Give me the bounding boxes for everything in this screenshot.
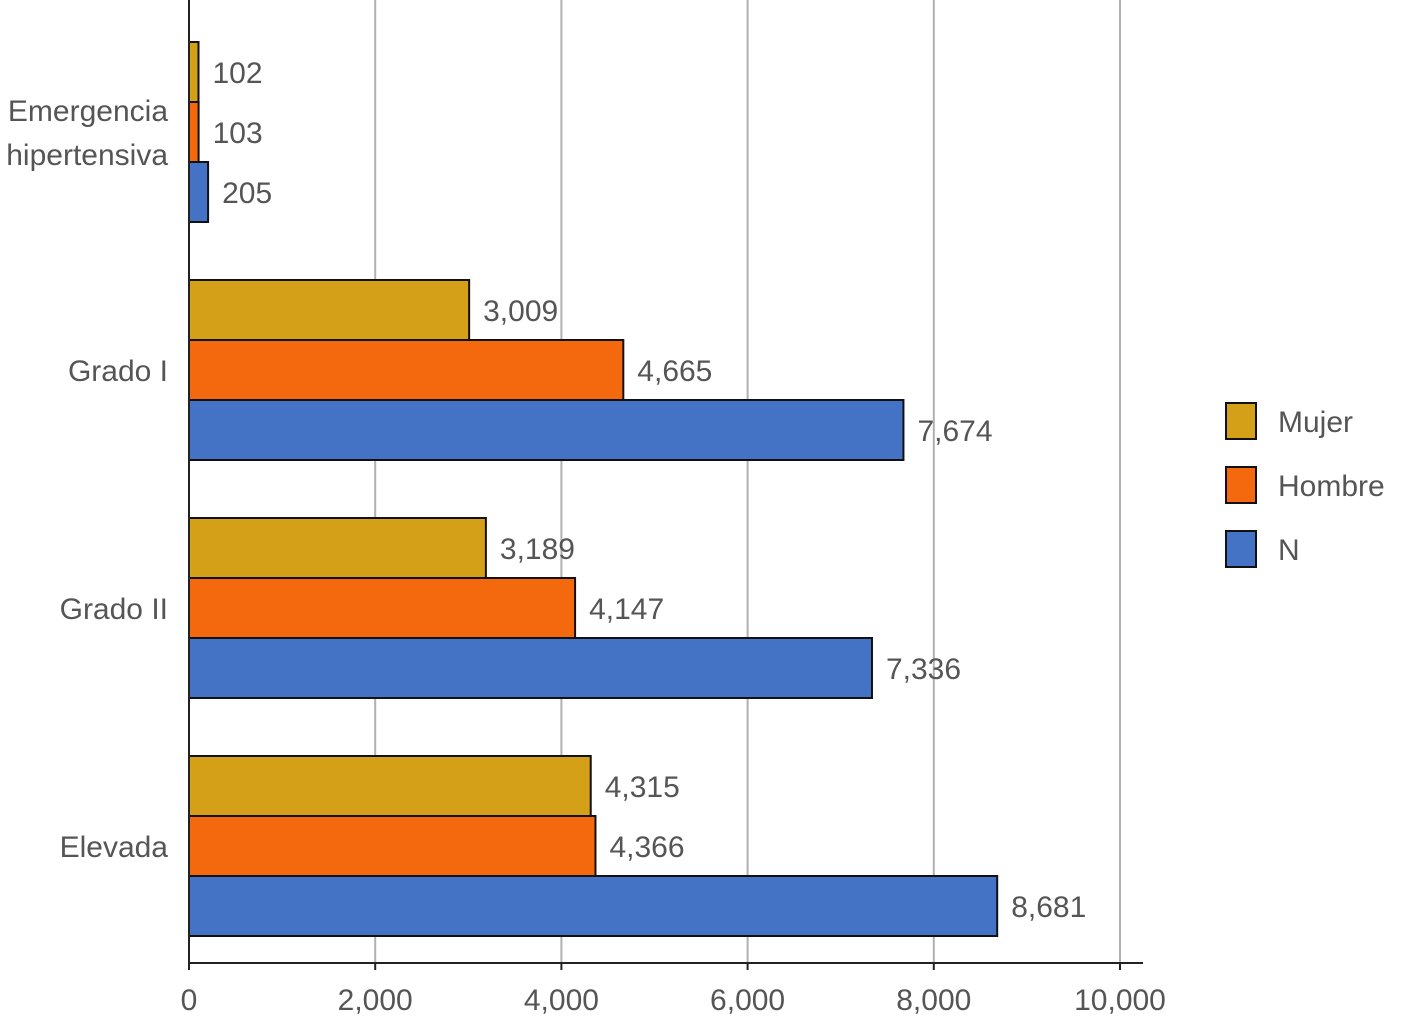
data-label: 3,009 [483, 295, 558, 328]
data-label: 4,147 [589, 593, 664, 626]
data-label: 4,665 [637, 355, 712, 388]
legend-label: N [1278, 534, 1300, 567]
x-tick-label: 4,000 [524, 984, 599, 1017]
data-label: 7,674 [917, 415, 992, 448]
x-tick-label: 10,000 [1074, 984, 1166, 1017]
data-label: 8,681 [1011, 891, 1086, 924]
data-label: 4,315 [605, 771, 680, 804]
data-label: 103 [213, 117, 263, 150]
data-label: 4,366 [609, 831, 684, 864]
bars [188, 41, 999, 937]
bar [188, 637, 873, 699]
bar [188, 577, 577, 639]
data-label: 7,336 [886, 653, 961, 686]
bar [188, 161, 210, 223]
bar [188, 101, 200, 163]
bar [188, 755, 592, 817]
x-tick-label: 8,000 [896, 984, 971, 1017]
x-tick-label: 0 [181, 984, 198, 1017]
x-tick-label: 6,000 [710, 984, 785, 1017]
category-label: Grado I [68, 355, 168, 388]
category-label: Emergencia [8, 95, 168, 128]
data-label: 3,189 [500, 533, 575, 566]
axes [188, 0, 1143, 970]
bar [188, 517, 487, 579]
bar [188, 875, 999, 937]
category-label: hipertensiva [6, 139, 168, 172]
bar [188, 339, 625, 401]
category-label: Grado II [60, 593, 168, 626]
bar [188, 815, 597, 877]
legend-label: Hombre [1278, 470, 1385, 503]
data-label: 102 [212, 57, 262, 90]
bar [188, 279, 471, 341]
labels: 0 2,000 4,000 6,000 8,000 10,000 102 103 205 Emer… [6, 57, 1166, 1017]
bar [188, 41, 200, 103]
legend-swatch [1225, 530, 1257, 568]
category-label: Elevada [60, 831, 169, 864]
x-tick-label: 2,000 [338, 984, 413, 1017]
bar [188, 399, 905, 461]
legend-label: Mujer [1278, 406, 1353, 439]
legend-swatch [1225, 402, 1257, 440]
legend: Mujer Hombre N [1225, 402, 1385, 568]
data-label: 205 [222, 177, 272, 210]
legend-swatch [1225, 466, 1257, 504]
